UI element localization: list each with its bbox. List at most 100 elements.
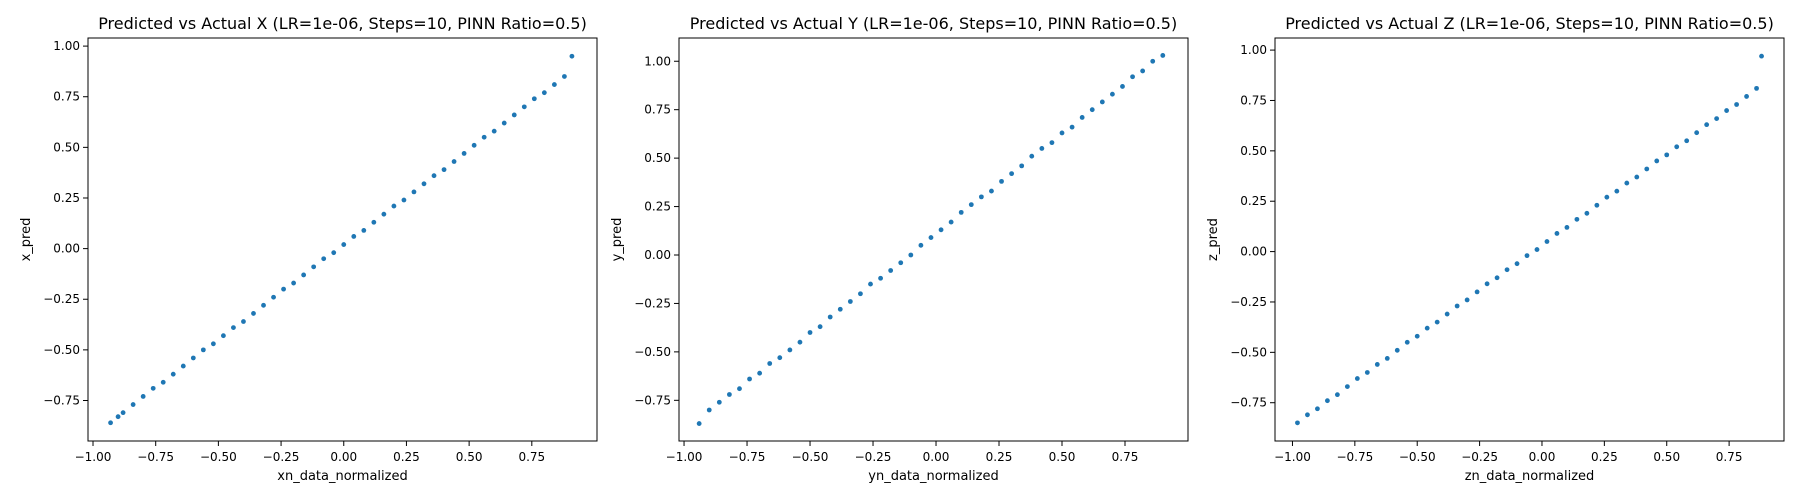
x-tick-label: −0.25 bbox=[263, 450, 300, 464]
data-point bbox=[291, 280, 297, 286]
data-point bbox=[1344, 384, 1350, 389]
data-point bbox=[797, 339, 803, 345]
axes-frame bbox=[1274, 37, 1785, 442]
x-tick-label: 0.25 bbox=[393, 450, 420, 464]
data-point bbox=[858, 291, 863, 297]
data-point bbox=[1594, 202, 1600, 208]
data-point bbox=[1354, 376, 1360, 381]
data-point bbox=[696, 421, 702, 426]
x-tick-label: 0.75 bbox=[518, 450, 545, 464]
data-point bbox=[1099, 99, 1105, 105]
y-tick-label: −0.50 bbox=[43, 343, 80, 357]
y-tick-label: 0.75 bbox=[1240, 93, 1267, 107]
axes-frame bbox=[87, 37, 598, 442]
data-point bbox=[541, 90, 547, 96]
x-tick-label: −0.75 bbox=[137, 450, 174, 464]
data-point bbox=[200, 347, 206, 353]
data-point bbox=[716, 399, 722, 405]
x-tick-label: −1.00 bbox=[75, 450, 112, 464]
data-point bbox=[1444, 311, 1450, 317]
data-point bbox=[777, 355, 783, 361]
data-point bbox=[1364, 370, 1370, 375]
data-point bbox=[1574, 216, 1580, 222]
y-tick-label: 1.00 bbox=[644, 54, 671, 68]
data-point bbox=[241, 319, 246, 324]
data-point bbox=[130, 402, 136, 407]
x-tick-label: −0.75 bbox=[1336, 450, 1373, 464]
data-point bbox=[108, 420, 113, 426]
data-point bbox=[331, 250, 337, 256]
data-point bbox=[261, 302, 266, 308]
data-point bbox=[1305, 412, 1310, 418]
data-point bbox=[1454, 303, 1460, 309]
data-point bbox=[210, 341, 216, 347]
y-tick-label: 0.00 bbox=[53, 242, 80, 256]
data-point bbox=[1424, 325, 1430, 331]
x-tick-label: −1.00 bbox=[1274, 450, 1311, 464]
chart-title: Predicted vs Actual X (LR=1e-06, Steps=1… bbox=[98, 14, 587, 33]
data-point bbox=[1384, 355, 1390, 361]
data-point bbox=[928, 235, 934, 240]
x-tick-label: −0.75 bbox=[729, 450, 766, 464]
data-point bbox=[1564, 225, 1570, 230]
data-point bbox=[120, 410, 126, 416]
data-point bbox=[1604, 194, 1610, 200]
data-point bbox=[878, 275, 883, 281]
data-point bbox=[908, 252, 914, 258]
x-tick-label: 0.50 bbox=[456, 450, 483, 464]
y-tick-label: 0.25 bbox=[53, 191, 80, 205]
data-point bbox=[461, 151, 467, 156]
y-tick-label: 0.00 bbox=[1240, 245, 1267, 259]
data-point bbox=[1524, 253, 1530, 259]
data-point bbox=[1634, 174, 1640, 180]
data-point bbox=[726, 392, 732, 397]
data-point bbox=[180, 363, 186, 369]
data-point bbox=[706, 407, 712, 413]
x-tick-label: −1.00 bbox=[666, 450, 703, 464]
data-point bbox=[1484, 281, 1490, 287]
data-point bbox=[807, 330, 813, 335]
data-point bbox=[1724, 108, 1730, 113]
data-point bbox=[1684, 138, 1690, 144]
data-point bbox=[1295, 420, 1300, 426]
data-point bbox=[1434, 319, 1440, 325]
data-point bbox=[938, 227, 944, 233]
data-point bbox=[999, 178, 1004, 184]
data-point bbox=[1334, 392, 1340, 398]
y-tick-label: 0.25 bbox=[644, 200, 671, 214]
x-tick-label: 0.50 bbox=[1049, 450, 1076, 464]
x-tick-label: −0.25 bbox=[1461, 450, 1498, 464]
data-point bbox=[1019, 163, 1025, 169]
data-point bbox=[391, 203, 397, 209]
data-point bbox=[1474, 289, 1480, 295]
data-point bbox=[321, 256, 327, 262]
data-point bbox=[1654, 158, 1660, 164]
data-point bbox=[767, 361, 773, 366]
data-point bbox=[958, 209, 964, 215]
data-point bbox=[1504, 267, 1510, 273]
data-point bbox=[1140, 68, 1146, 74]
data-point bbox=[817, 324, 823, 330]
data-point bbox=[431, 173, 437, 179]
x-tick-label: 0.00 bbox=[923, 450, 950, 464]
data-point bbox=[569, 53, 575, 59]
y-tick-label: 0.50 bbox=[1240, 144, 1267, 158]
data-point bbox=[1130, 74, 1135, 80]
data-point bbox=[251, 311, 256, 316]
y-tick-label: 0.50 bbox=[53, 140, 80, 154]
data-point bbox=[757, 370, 763, 376]
data-point bbox=[1584, 210, 1590, 216]
x-tick-label: −0.50 bbox=[792, 450, 829, 464]
y-tick-label: 0.25 bbox=[1240, 194, 1267, 208]
data-point bbox=[451, 159, 457, 164]
subplot-y: Predicted vs Actual Y (LR=1e-06, Steps=1… bbox=[610, 14, 1189, 484]
y-tick-label: −0.75 bbox=[43, 393, 80, 407]
data-point bbox=[501, 120, 507, 126]
data-point bbox=[481, 134, 487, 140]
y-tick-label: 0.75 bbox=[644, 103, 671, 117]
data-point bbox=[1674, 144, 1680, 150]
data-point bbox=[421, 181, 427, 187]
data-point bbox=[1644, 166, 1650, 172]
x-tick-label: 0.50 bbox=[1653, 450, 1680, 464]
data-point bbox=[231, 325, 236, 330]
